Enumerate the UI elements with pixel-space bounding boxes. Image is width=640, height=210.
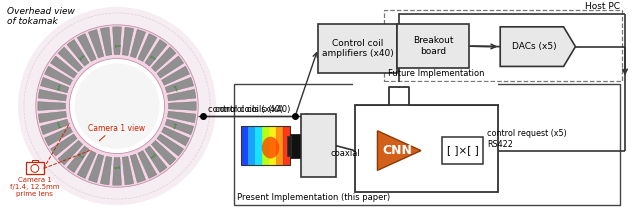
Polygon shape (165, 119, 194, 135)
Polygon shape (122, 27, 134, 56)
Bar (241, 126, 291, 165)
Text: control request (x5)
RS422: control request (x5) RS422 (487, 129, 567, 149)
Polygon shape (40, 77, 69, 93)
Text: coil: coil (113, 166, 120, 170)
Circle shape (74, 63, 159, 149)
Polygon shape (51, 56, 77, 78)
Bar (287, 136, 291, 156)
Polygon shape (58, 140, 83, 165)
Text: coil: coil (173, 83, 179, 91)
Bar (241, 126, 248, 165)
Text: coaxial: coaxial (330, 149, 360, 158)
Polygon shape (100, 156, 112, 185)
Text: coil: coil (55, 83, 61, 91)
Bar (442, 137, 483, 164)
Text: coil: coil (173, 121, 179, 129)
Polygon shape (130, 154, 146, 183)
Bar (26, 163, 44, 174)
Polygon shape (145, 146, 167, 173)
Polygon shape (88, 29, 104, 58)
Bar (318, 24, 397, 73)
Polygon shape (167, 111, 196, 123)
Polygon shape (168, 102, 196, 110)
Polygon shape (100, 27, 112, 56)
Text: coil: coil (55, 121, 61, 129)
Bar (385, 10, 622, 81)
Polygon shape (500, 27, 575, 66)
Polygon shape (151, 47, 176, 72)
Text: Host PC: Host PC (585, 2, 620, 11)
Text: Camera 1 view: Camera 1 view (88, 124, 145, 133)
Text: control coils (x40): control coils (x40) (215, 105, 291, 114)
Polygon shape (58, 47, 83, 72)
Circle shape (70, 59, 164, 154)
Bar (262, 126, 269, 165)
Text: Camera 1
f/1.4, 12.5mm
prime lens: Camera 1 f/1.4, 12.5mm prime lens (10, 177, 60, 197)
Text: Present Implementation (this paper): Present Implementation (this paper) (237, 193, 390, 202)
Text: control coils (x40): control coils (x40) (208, 105, 284, 114)
Polygon shape (67, 146, 89, 173)
Polygon shape (151, 140, 176, 165)
Polygon shape (38, 111, 67, 123)
Polygon shape (51, 134, 77, 156)
Text: Future Implementation: Future Implementation (388, 69, 485, 78)
Bar (276, 126, 284, 165)
Bar (269, 126, 276, 165)
Text: [ ]×[ ]: [ ]×[ ] (447, 146, 479, 156)
Polygon shape (378, 131, 421, 170)
Polygon shape (45, 127, 72, 146)
Polygon shape (145, 39, 167, 66)
Polygon shape (157, 134, 184, 156)
Text: Overhead view
of tokamak: Overhead view of tokamak (7, 7, 75, 26)
Polygon shape (38, 102, 66, 110)
Text: coil: coil (113, 42, 120, 46)
Polygon shape (77, 34, 96, 62)
Text: DACs (x5): DACs (x5) (511, 42, 556, 51)
Bar (255, 126, 262, 165)
Polygon shape (157, 56, 184, 78)
Polygon shape (122, 156, 134, 185)
Polygon shape (138, 151, 157, 178)
Ellipse shape (262, 137, 279, 159)
Polygon shape (40, 119, 69, 135)
Text: coil: coil (76, 52, 84, 59)
Text: CNN: CNN (382, 144, 412, 157)
Polygon shape (45, 66, 72, 85)
Bar (234, 84, 620, 205)
Bar (355, 105, 498, 192)
Text: Breakout
board: Breakout board (413, 36, 453, 56)
Text: coil: coil (76, 153, 84, 160)
Polygon shape (167, 89, 196, 101)
Polygon shape (88, 154, 104, 183)
Text: Control coil
amplifiers (x40): Control coil amplifiers (x40) (322, 39, 394, 58)
Polygon shape (165, 77, 194, 93)
Bar (248, 126, 255, 165)
Polygon shape (161, 127, 189, 146)
Circle shape (18, 7, 216, 205)
Circle shape (36, 25, 198, 187)
Polygon shape (353, 82, 498, 105)
Polygon shape (130, 29, 146, 58)
Text: coil: coil (150, 153, 157, 160)
Bar (284, 126, 291, 165)
Polygon shape (138, 34, 157, 62)
Bar (397, 24, 468, 68)
Polygon shape (67, 39, 89, 66)
Polygon shape (113, 158, 122, 185)
Bar (291, 134, 300, 158)
Polygon shape (38, 89, 67, 101)
Bar (301, 114, 336, 177)
Polygon shape (77, 151, 96, 178)
Polygon shape (161, 66, 189, 85)
Polygon shape (113, 27, 122, 55)
Text: coil: coil (150, 52, 157, 59)
